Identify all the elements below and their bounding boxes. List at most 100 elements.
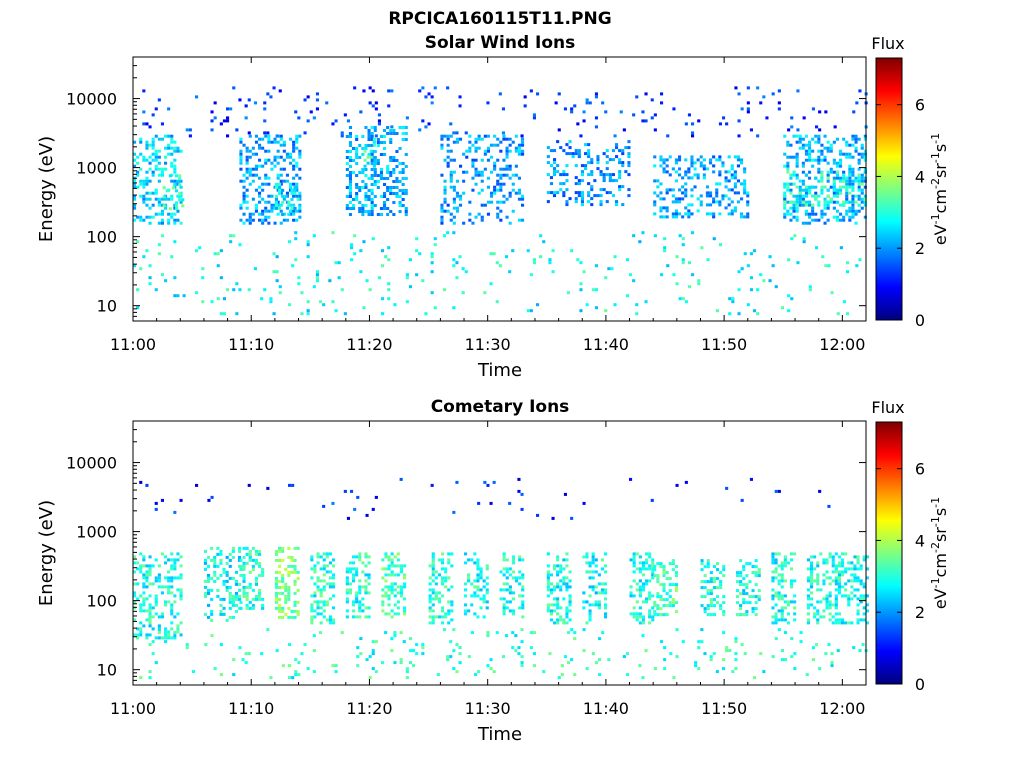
- flux-cell: [574, 164, 578, 168]
- flux-cell: [244, 116, 248, 120]
- flux-cell: [376, 159, 380, 162]
- flux-cell: [210, 495, 214, 499]
- flux-cell: [133, 594, 137, 598]
- flux-cell: [452, 264, 456, 268]
- flux-cell: [404, 213, 408, 216]
- flux-cell: [412, 649, 416, 653]
- flux-cell: [546, 573, 550, 577]
- flux-cell: [474, 140, 478, 144]
- flux-cell: [817, 179, 821, 183]
- flux-cell: [783, 558, 787, 562]
- flux-cell: [635, 615, 639, 619]
- flux-cell: [225, 570, 229, 574]
- flux-cell: [204, 643, 208, 647]
- flux-cell: [653, 155, 657, 159]
- flux-cell: [319, 300, 323, 304]
- flux-cell: [587, 149, 591, 153]
- flux-cell: [195, 95, 199, 99]
- flux-cell: [499, 200, 503, 204]
- flux-cell: [157, 579, 161, 583]
- flux-cell: [740, 197, 744, 201]
- flux-cell: [604, 597, 608, 601]
- flux-cell: [142, 585, 146, 589]
- flux-cell: [565, 558, 569, 562]
- flux-cell: [780, 594, 784, 598]
- flux-cell: [355, 186, 359, 189]
- flux-cell: [356, 495, 360, 499]
- flux-cell: [261, 146, 265, 150]
- flux-cell: [615, 203, 619, 207]
- flux-cell: [675, 655, 679, 659]
- flux-cell: [627, 152, 631, 156]
- flux-cell: [786, 188, 790, 192]
- flux-cell: [455, 140, 459, 144]
- flux-cell: [364, 555, 368, 559]
- flux-cell: [601, 101, 605, 105]
- flux-cell: [219, 573, 223, 577]
- flux-cell: [678, 173, 682, 177]
- flux-cell: [170, 212, 174, 216]
- flux-cell: [485, 606, 489, 610]
- flux-cell: [444, 567, 448, 571]
- flux-cell: [734, 652, 738, 656]
- flux-cell: [405, 667, 409, 671]
- flux-cell: [431, 588, 435, 592]
- flux-cell: [295, 218, 299, 222]
- flux-cell: [585, 667, 589, 671]
- flux-cell: [477, 137, 481, 141]
- flux-cell: [715, 182, 719, 186]
- flux-cell: [697, 119, 701, 123]
- flux-cell: [582, 555, 586, 559]
- flux-cell: [452, 649, 456, 653]
- flux-cell: [844, 552, 848, 556]
- flux-cell: [521, 149, 525, 153]
- flux-cell: [863, 167, 867, 171]
- flux-cell: [142, 576, 146, 580]
- flux-cell: [251, 167, 255, 171]
- flux-cell: [783, 561, 787, 565]
- flux-cell: [842, 215, 846, 219]
- flux-cell: [464, 603, 468, 607]
- flux-cell: [863, 149, 867, 153]
- flux-cell: [556, 618, 560, 622]
- flux-cell: [565, 621, 569, 625]
- flux-cell: [813, 567, 817, 571]
- flux-cell: [373, 195, 377, 198]
- flux-cell: [306, 243, 310, 247]
- flux-cell: [281, 606, 285, 610]
- flux-cell: [179, 588, 183, 592]
- flux-cell: [285, 155, 289, 159]
- flux-cell: [556, 191, 560, 195]
- x-axis-label: Time: [477, 360, 522, 381]
- flux-cell: [727, 170, 731, 174]
- flux-cell: [133, 582, 137, 586]
- flux-cell: [844, 582, 848, 586]
- flux-cell: [148, 606, 152, 610]
- flux-cell: [678, 197, 682, 201]
- flux-cell: [290, 558, 294, 562]
- flux-cell: [502, 603, 506, 607]
- flux-cell: [783, 185, 787, 189]
- flux-cell: [863, 176, 867, 180]
- flux-cell: [373, 204, 377, 207]
- flux-cell: [832, 140, 836, 144]
- flux-cell: [251, 606, 255, 610]
- flux-cell: [464, 552, 468, 556]
- flux-cell: [258, 597, 262, 601]
- flux-cell: [170, 134, 174, 138]
- flux-cell: [381, 661, 385, 665]
- flux-cell: [248, 555, 252, 559]
- flux-cell: [418, 252, 422, 256]
- flux-cell: [229, 234, 233, 238]
- flux-cell: [348, 561, 352, 565]
- flux-cell: [170, 558, 174, 562]
- flux-cell: [733, 191, 737, 195]
- flux-cell: [258, 158, 262, 162]
- flux-cell: [549, 149, 553, 153]
- flux-cell: [832, 176, 836, 180]
- flux-cell: [316, 576, 320, 580]
- flux-cell: [802, 240, 806, 244]
- flux-cell: [508, 609, 512, 613]
- flux-cell: [859, 582, 863, 586]
- flux-cell: [511, 140, 515, 144]
